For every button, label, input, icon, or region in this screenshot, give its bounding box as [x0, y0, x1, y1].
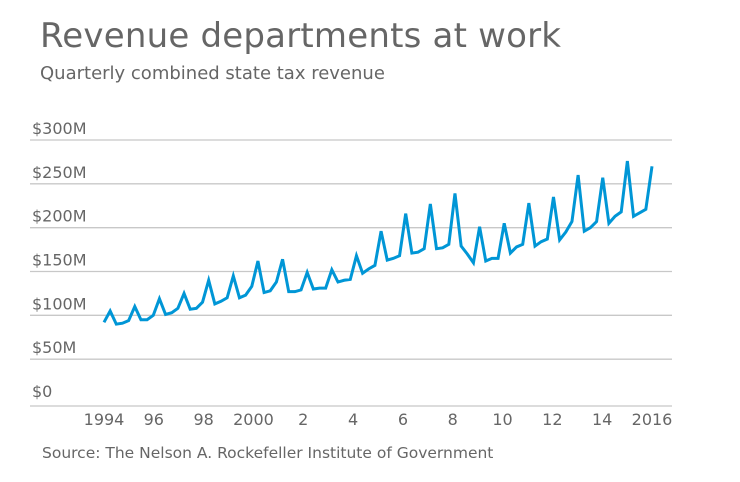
- y-tick-label: $250M: [32, 163, 87, 182]
- x-tick-label: 4: [348, 410, 358, 429]
- chart-subtitle: Quarterly combined state tax revenue: [40, 63, 385, 84]
- source-note: Source: The Nelson A. Rockefeller Instit…: [42, 444, 494, 462]
- y-tick-label: $150M: [32, 251, 87, 270]
- x-tick-label: 2016: [632, 410, 673, 429]
- x-tick-label: 6: [398, 410, 408, 429]
- x-tick-label: 1994: [84, 410, 125, 429]
- x-tick-label: 96: [144, 410, 164, 429]
- x-tick-label: 98: [193, 410, 213, 429]
- x-tick-label: 2000: [233, 410, 274, 429]
- x-tick-label: 8: [448, 410, 458, 429]
- x-tick-label: 14: [592, 410, 612, 429]
- y-tick-label: $300M: [32, 119, 87, 138]
- chart-title: Revenue departments at work: [40, 16, 562, 56]
- y-tick-label: $50M: [32, 338, 76, 357]
- x-tick-label: 2: [298, 410, 308, 429]
- y-tick-label: $100M: [32, 294, 87, 313]
- revenue-series-line: [102, 160, 654, 326]
- y-tick-label: $0: [32, 382, 52, 401]
- x-tick-label: 12: [542, 410, 562, 429]
- y-tick-label: $200M: [32, 207, 87, 226]
- x-tick-label: 10: [492, 410, 512, 429]
